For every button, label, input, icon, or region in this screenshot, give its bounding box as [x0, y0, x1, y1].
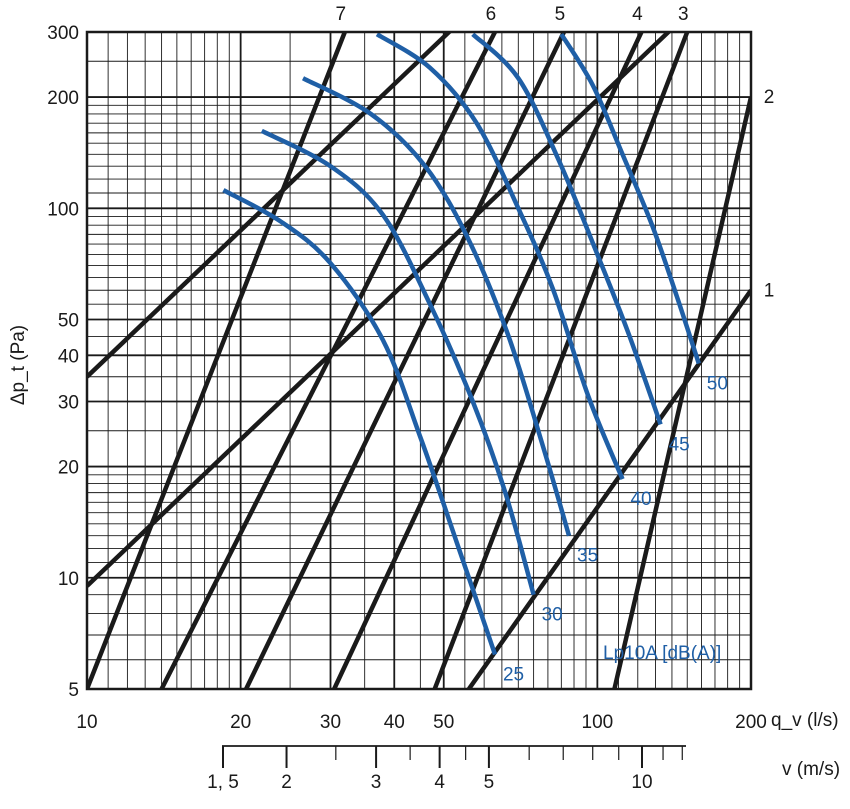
size-line-label: 4: [632, 4, 643, 25]
sound-curve-35: [301, 76, 572, 537]
sound-curve-label: 50: [707, 374, 728, 395]
size-line-unlabeled-7: [87, 32, 672, 588]
y-tick-label: 100: [47, 199, 79, 220]
x-tick-label: 30: [320, 712, 341, 733]
sound-curve-30: [260, 128, 536, 596]
size-line-1: [467, 288, 751, 689]
sound-curve-25: [222, 188, 498, 656]
velocity-tick-label: 3: [371, 772, 382, 793]
size-line-label: 2: [764, 87, 775, 108]
sound-curve-45: [471, 32, 663, 426]
velocity-tick-label: 5: [484, 772, 495, 793]
velocity-tick-label: 1, 5: [207, 772, 239, 793]
x-tick-label: 40: [384, 712, 405, 733]
sound-curve-label: 45: [669, 434, 690, 455]
sound-curve-label: 35: [577, 546, 598, 567]
velocity-tick-label: 4: [434, 772, 445, 793]
sound-curve-40: [375, 32, 625, 480]
velocity-tick-label: 10: [631, 772, 652, 793]
velocity-axis: 1, 5 2 3 4 5 10: [207, 745, 686, 793]
x-tick-label: 20: [230, 712, 251, 733]
sound-curve-label: 30: [542, 605, 563, 626]
size-lines: [87, 32, 751, 689]
sound-curve-label: 25: [503, 664, 524, 685]
size-line-4: [332, 32, 644, 689]
size-line-label: 6: [486, 4, 497, 25]
size-line-2: [612, 96, 751, 689]
plot-frame: [85, 30, 753, 691]
y-tick-label: 10: [58, 569, 79, 590]
x-tick-label: 100: [582, 712, 614, 733]
size-line-7: [87, 32, 347, 689]
y-tick-label: 40: [58, 346, 79, 367]
size-line-6: [159, 32, 497, 689]
x-tick-label: 200: [735, 712, 767, 733]
size-line-label: 5: [555, 4, 566, 25]
y-tick-label: 300: [47, 23, 79, 44]
sound-curve-label: 40: [630, 489, 651, 510]
velocity-axis-label: v (m/s): [782, 759, 840, 780]
x-tick-label: 10: [76, 712, 97, 733]
size-line-label: 3: [678, 4, 689, 25]
size-line-label: 7: [336, 4, 347, 25]
x-tick-label: 50: [433, 712, 454, 733]
sound-curve-50: [559, 33, 701, 365]
y-tick-label: 50: [58, 311, 79, 332]
y-tick-label: 20: [58, 458, 79, 479]
size-line-3: [432, 32, 690, 689]
x-axis-label: q_v (l/s): [771, 710, 839, 731]
sound-curves: [222, 32, 701, 656]
y-tick-label: 200: [47, 88, 79, 109]
y-tick-label: 30: [58, 392, 79, 413]
sound-legend: Lp10A [dB(A)]: [603, 643, 721, 664]
y-tick-label: 5: [68, 680, 79, 701]
size-line-label: 1: [764, 280, 775, 301]
velocity-tick-label: 2: [281, 772, 292, 793]
y-axis-label: Δp_t (Pa): [8, 325, 29, 405]
size-line-5: [244, 32, 566, 689]
